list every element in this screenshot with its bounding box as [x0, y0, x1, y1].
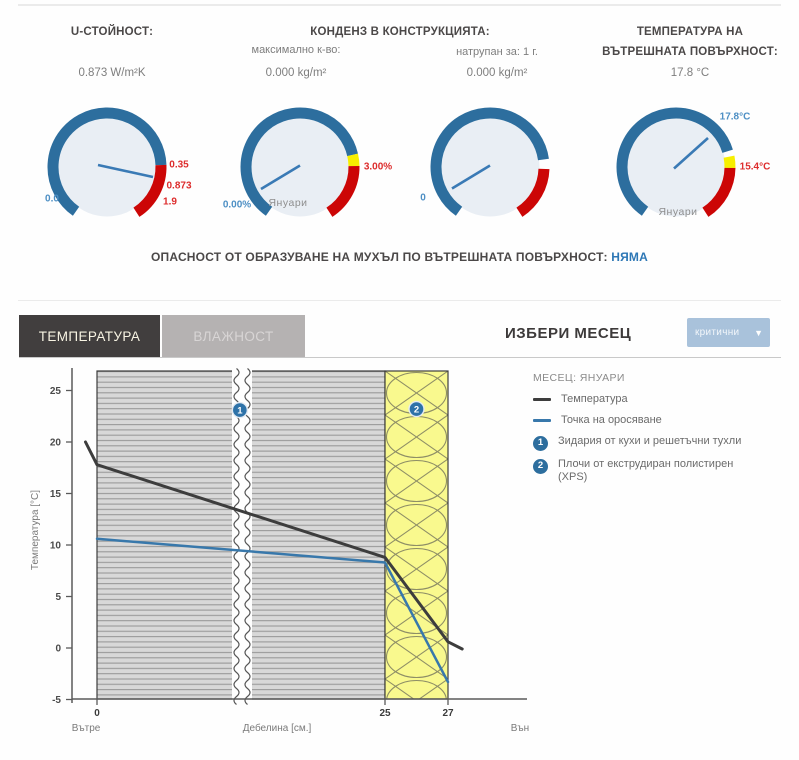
legend-label: Точка на оросяване — [561, 413, 662, 426]
gauge-current-label: 17.8°C — [719, 111, 751, 123]
condensation-title: КОНДЕНЗ В КОНСТРУКЦИЯТА: — [310, 26, 490, 38]
legend-item-layer-2: 2 Плочи от екструдиран полистирен (XPS) — [533, 458, 763, 486]
layer-2-badge: 2 — [533, 458, 548, 474]
temperature-line-swatch — [533, 398, 551, 401]
layer-marker — [231, 401, 249, 419]
gauge-needle-icon — [451, 164, 491, 190]
x-tick-label: 27 — [442, 708, 454, 719]
gauge-month-label: Януари — [268, 197, 308, 209]
surface-temp-title-line2: ВЪТРЕШНАТА ПОВЪРХНОСТ: — [602, 46, 778, 59]
chart-legend: МЕСЕЦ: ЯНУАРИ Температура Точка на орося… — [533, 372, 763, 485]
gauge-min-label: 0 — [420, 192, 426, 204]
series-line-2 — [95, 537, 450, 684]
month-select-dropdown[interactable]: критични ▼ — [687, 318, 770, 347]
surface-temp-title: ТЕМПЕРАТУРА НА ВЪТРЕШНАТА ПОВЪРХНОСТ: — [580, 22, 799, 62]
y-tick-label: 5 — [55, 592, 61, 603]
gauge-current-label: 0.873 — [166, 180, 192, 192]
layer-marker-number: 2 — [414, 404, 419, 415]
tabbar-underline — [19, 357, 781, 358]
legend-label: Зидария от кухи и решетъчни тухли — [558, 434, 742, 447]
gauge-min-label: 0.00% — [222, 199, 252, 211]
month-select-value: критични — [695, 327, 740, 338]
max-amount-label: максимално к-во: — [251, 44, 341, 56]
layer-1-badge: 1 — [533, 435, 548, 451]
y-tick-label: 25 — [50, 386, 62, 397]
legend-label: Температура — [561, 393, 628, 405]
gauge-dial — [616, 107, 736, 217]
y-tick-label: -5 — [52, 695, 61, 706]
mold-risk-label: ОПАСНОСТ ОТ ОБРАЗУВАНЕ НА МУХЪЛ ПО ВЪТРЕ… — [151, 250, 608, 264]
y-tick-label: 10 — [50, 541, 62, 552]
break-wave — [244, 368, 251, 705]
max-amount-reading: 0.000 kg/m² — [265, 67, 327, 79]
gauge-limit-label: 15.4°C — [739, 161, 771, 173]
y-tick-label: 0 — [55, 644, 61, 655]
mold-risk-status: НЯМА — [611, 250, 648, 264]
y-tick-label: 20 — [50, 438, 62, 449]
chevron-down-icon: ▼ — [754, 327, 763, 338]
gauge-max-label: 1.9 — [163, 196, 177, 208]
layer-marker-number: 1 — [237, 405, 243, 416]
accumulated-label: натрупан за: 1 г. — [456, 46, 538, 58]
y-tick-label: 15 — [50, 489, 62, 500]
gauge-dial — [430, 107, 550, 217]
legend-month: МЕСЕЦ: ЯНУАРИ — [533, 372, 625, 384]
gauge-needle-icon — [97, 163, 154, 179]
inside-label: Вътре — [72, 723, 101, 734]
accumulated-reading: 0.000 kg/m² — [466, 67, 528, 79]
accumulated-condensation-gauge: 0 — [415, 92, 565, 242]
layer-marker — [408, 400, 425, 418]
x-tick-label: 0 — [94, 708, 100, 719]
mold-risk-row: ОПАСНОСТ ОТ ОБРАЗУВАНЕ НА МУХЪЛ ПО ВЪТРЕ… — [0, 250, 799, 264]
chart-series — [84, 440, 464, 684]
outside-label: Вън — [511, 723, 529, 734]
surface-temp-title-line1: ТЕМПЕРАТУРА НА — [636, 26, 744, 38]
gauge-needle-icon — [260, 164, 301, 191]
xps-layer-region — [384, 370, 449, 700]
gauge-limit-label: 3.00% — [363, 161, 393, 173]
u-value-reading: 0.873 W/m²K — [78, 67, 146, 79]
select-month-label: ИЗБЕРИ МЕСЕЦ — [505, 325, 632, 342]
max-condensation-gauge: 0.00% Януари 3.00% — [222, 92, 392, 242]
axis-ticks: -5 0 5 10 15 20 25 0 25 27 — [50, 386, 454, 719]
series-line-1 — [84, 440, 464, 651]
top-divider — [18, 4, 781, 6]
break-wave — [233, 368, 240, 705]
y-axis-title: Температура [°C] — [30, 490, 41, 570]
x-axis-title: Дебелина [см.] — [243, 722, 312, 734]
gauge-min-label: 0.0 — [45, 193, 59, 205]
section-divider — [18, 300, 781, 301]
u-value-title: U-СТОЙНОСТ: — [70, 26, 154, 38]
gauge-dial — [240, 107, 360, 217]
tab-humidity[interactable]: ВЛАЖНОСТ — [162, 315, 305, 357]
surface-temp-reading: 17.8 °C — [670, 67, 710, 79]
legend-item-temperature: Температура — [533, 393, 763, 407]
legend-item-dewpoint: Точка на оросяване — [533, 414, 763, 428]
gauge-dial — [47, 107, 167, 217]
gauge-limit-label: 0.35 — [169, 159, 189, 171]
legend-item-layer-1: 1 Зидария от кухи и решетъчни тухли — [533, 435, 763, 451]
surface-temperature-gauge: 17.8°C 15.4°C Януари — [601, 92, 770, 242]
u-value-gauge: 0.0 0.35 0.873 1.9 — [32, 92, 192, 242]
tab-temperature[interactable]: ТЕМПЕРАТУРА — [19, 315, 160, 357]
legend-label: Плочи от екструдиран полистирен (XPS) — [558, 457, 734, 484]
dewpoint-line-swatch — [533, 418, 551, 422]
gauge-month-label: Януари — [658, 206, 698, 218]
x-tick-label: 25 — [379, 708, 391, 719]
gauge-needle-icon — [673, 137, 709, 170]
axis-break — [232, 368, 252, 705]
